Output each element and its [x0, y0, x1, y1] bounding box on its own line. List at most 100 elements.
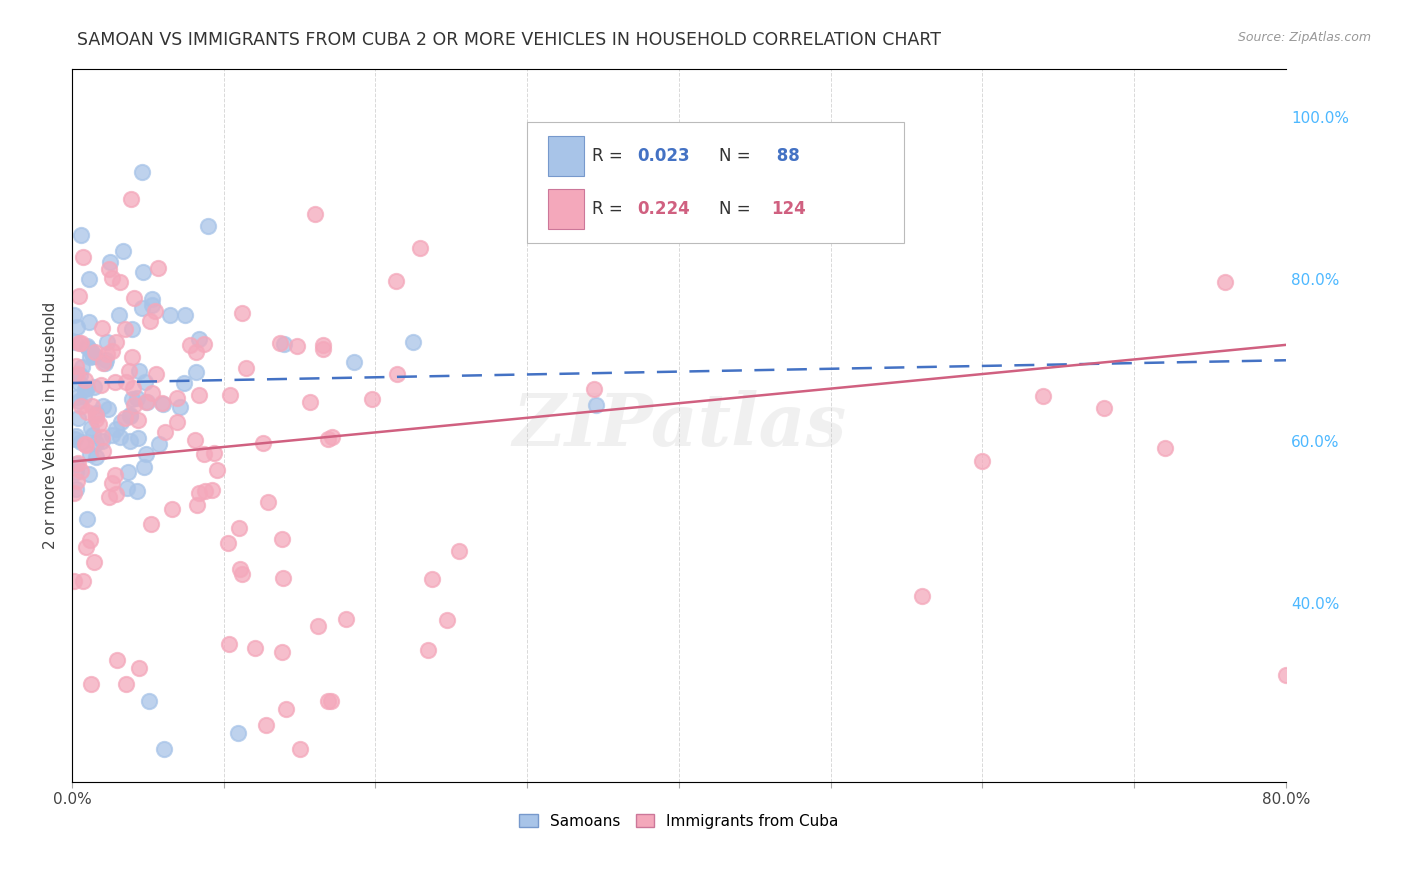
Point	[128, 661, 150, 675]
Point	[110, 416, 132, 430]
Point	[127, 431, 149, 445]
Point	[86, 436, 108, 450]
Point	[273, 337, 295, 351]
Point	[96, 347, 118, 361]
Point	[121, 350, 143, 364]
Point	[152, 397, 174, 411]
Point	[97, 491, 120, 505]
Point	[72, 250, 94, 264]
Point	[270, 645, 292, 659]
Point	[1153, 441, 1175, 455]
Point	[73, 382, 96, 396]
Point	[82, 399, 104, 413]
Point	[229, 562, 252, 576]
Point	[153, 742, 176, 756]
Point	[131, 301, 153, 316]
Point	[72, 574, 94, 588]
Text: R =: R =	[592, 147, 627, 165]
Point	[288, 742, 311, 756]
Point	[174, 308, 197, 322]
Point	[67, 394, 90, 409]
Point	[316, 433, 339, 447]
Point	[83, 556, 105, 570]
Point	[69, 336, 91, 351]
Point	[69, 368, 91, 383]
Point	[76, 381, 98, 395]
Point	[70, 360, 93, 375]
Text: 88: 88	[772, 147, 800, 165]
Point	[70, 227, 93, 242]
Point	[118, 409, 141, 424]
Point	[972, 454, 994, 468]
Point	[135, 447, 157, 461]
Point	[217, 536, 239, 550]
Point	[101, 427, 124, 442]
Point	[122, 381, 145, 395]
Text: N =: N =	[718, 147, 756, 165]
Point	[77, 467, 100, 481]
Point	[65, 474, 87, 488]
Point	[254, 718, 277, 732]
Point	[65, 429, 87, 443]
Point	[108, 430, 131, 444]
Point	[194, 484, 217, 499]
Point	[97, 401, 120, 416]
Point	[385, 368, 408, 382]
FancyBboxPatch shape	[527, 122, 904, 244]
Point	[202, 446, 225, 460]
Point	[184, 345, 207, 359]
Text: R =: R =	[592, 200, 627, 218]
Point	[63, 334, 86, 349]
Point	[187, 388, 209, 402]
Point	[243, 640, 266, 655]
Point	[257, 495, 280, 509]
Point	[169, 400, 191, 414]
Point	[143, 304, 166, 318]
Text: N =: N =	[718, 200, 756, 218]
Point	[343, 354, 366, 368]
Point	[150, 396, 173, 410]
Point	[110, 275, 132, 289]
Point	[416, 642, 439, 657]
Point	[77, 315, 100, 329]
Point	[73, 389, 96, 403]
Text: Source: ZipAtlas.com: Source: ZipAtlas.com	[1237, 31, 1371, 45]
Point	[70, 399, 93, 413]
Point	[127, 392, 149, 406]
Point	[271, 532, 294, 546]
Point	[276, 702, 298, 716]
Point	[66, 390, 89, 404]
Text: 0.023: 0.023	[638, 147, 690, 165]
Point	[148, 260, 170, 275]
Point	[160, 502, 183, 516]
Point	[104, 468, 127, 483]
Point	[187, 332, 209, 346]
Point	[298, 395, 321, 409]
Point	[141, 292, 163, 306]
Point	[67, 410, 90, 425]
Point	[187, 486, 209, 500]
Point	[422, 572, 444, 586]
Point	[335, 612, 357, 626]
Point	[121, 321, 143, 335]
Text: ZIPatlas: ZIPatlas	[512, 390, 846, 460]
Point	[128, 364, 150, 378]
Point	[127, 484, 149, 499]
Point	[82, 427, 104, 442]
Point	[66, 367, 89, 381]
Point	[1275, 667, 1298, 681]
Point	[67, 289, 90, 303]
Point	[117, 465, 139, 479]
Point	[65, 457, 87, 471]
Point	[90, 377, 112, 392]
Point	[226, 726, 249, 740]
Point	[67, 335, 90, 350]
Point	[135, 395, 157, 409]
Point	[561, 143, 583, 157]
Point	[76, 341, 98, 355]
Point	[65, 465, 87, 479]
Point	[75, 373, 97, 387]
Point	[63, 369, 86, 384]
Point	[83, 349, 105, 363]
Point	[312, 342, 335, 356]
